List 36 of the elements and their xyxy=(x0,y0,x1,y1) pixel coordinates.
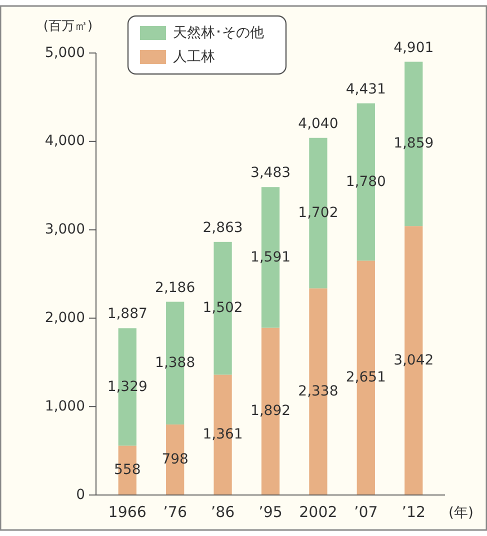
total-label: 4,901 xyxy=(394,40,434,56)
data-label: 1,502 xyxy=(202,300,243,316)
data-label: 1,591 xyxy=(250,249,291,266)
data-label: 1,388 xyxy=(155,354,196,371)
data-label: 1,859 xyxy=(394,136,434,152)
y-tick-label: 1,000 xyxy=(44,398,85,414)
y-tick-label: 0 xyxy=(76,486,85,503)
y-tick-label: 4,000 xyxy=(44,133,85,150)
x-tick-label: 1966 xyxy=(108,503,146,521)
x-axis-title: (年) xyxy=(448,505,474,521)
y-tick-label: 3,000 xyxy=(44,222,85,238)
x-tick-label: ’07 xyxy=(354,503,378,521)
x-tick-label: ’76 xyxy=(163,503,188,521)
legend-label: 人工林 xyxy=(173,48,215,65)
x-tick-label: 2002 xyxy=(299,503,338,521)
total-label: 1,887 xyxy=(107,306,148,322)
x-tick-label: ’12 xyxy=(402,503,426,521)
data-label: 2,651 xyxy=(346,370,386,386)
x-tick-label: ’86 xyxy=(210,503,235,521)
total-label: 4,040 xyxy=(298,116,338,132)
data-label: 2,338 xyxy=(298,383,338,400)
data-label: 1,780 xyxy=(346,174,386,190)
data-label: 1,702 xyxy=(298,204,338,221)
x-tick-label: ’95 xyxy=(258,503,282,521)
y-tick-label: 2,000 xyxy=(44,310,85,326)
total-label: 3,483 xyxy=(250,165,291,182)
total-label: 4,431 xyxy=(346,81,386,98)
data-label: 1,892 xyxy=(250,403,291,420)
total-label: 2,863 xyxy=(202,220,243,236)
data-label: 1,361 xyxy=(202,426,243,443)
y-axis-title: (百万㎥) xyxy=(43,19,93,34)
total-label: 2,186 xyxy=(155,280,196,296)
y-tick-label: 5,000 xyxy=(44,44,85,61)
data-label: 1,329 xyxy=(107,378,148,395)
legend-label: 天然林･その他 xyxy=(173,24,264,41)
data-label: 3,042 xyxy=(394,352,434,368)
